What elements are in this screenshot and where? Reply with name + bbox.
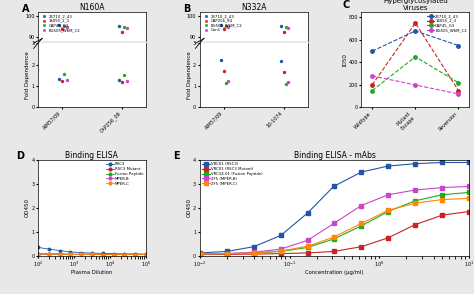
- Y-axis label: OD450: OD450: [187, 198, 191, 218]
- Point: [116, 78, 123, 82]
- Title: N160A: N160A: [79, 3, 105, 12]
- Point: [222, 24, 230, 29]
- Point: [222, 81, 230, 85]
- Legend: RSC3, RSC3 Mutant, Fusion Peptide, MPER-B, MPER-C: RSC3, RSC3 Mutant, Fusion Peptide, MPER-…: [106, 162, 144, 186]
- Point: [61, 72, 68, 77]
- Point: [56, 76, 64, 81]
- Text: D: D: [16, 151, 24, 161]
- Point: [277, 59, 285, 64]
- Point: [284, 79, 292, 84]
- Legend: VRC01 (RSC3), VRC01 (RSC3 Mutant), VRC34.01 (Fusion Peptide), 2F5 (MPER-B), 2F5 : VRC01 (RSC3), VRC01 (RSC3 Mutant), VRC34…: [201, 162, 263, 186]
- Text: B: B: [183, 4, 191, 14]
- Point: [56, 23, 64, 28]
- Point: [58, 27, 66, 32]
- Y-axis label: Fold Dependence: Fold Dependence: [187, 51, 191, 99]
- Title: N332A: N332A: [241, 3, 266, 12]
- Y-axis label: Fold Dependence: Fold Dependence: [25, 51, 30, 99]
- Point: [123, 78, 130, 83]
- Point: [282, 25, 290, 30]
- Point: [63, 25, 71, 30]
- Point: [277, 24, 285, 29]
- Y-axis label: ID50: ID50: [342, 53, 347, 66]
- Point: [280, 70, 287, 74]
- X-axis label: Plasma Dilution: Plasma Dilution: [71, 270, 112, 275]
- Legend: 25710_2_43, 16055_2_3, CAP45_G3, BG505_W6M_C2: 25710_2_43, 16055_2_3, CAP45_G3, BG505_W…: [40, 14, 81, 33]
- Text: A: A: [22, 4, 29, 14]
- Point: [282, 81, 290, 86]
- Title: Hyperglycosylated
Viruses: Hyperglycosylated Viruses: [383, 0, 448, 11]
- Point: [218, 23, 225, 28]
- Point: [63, 77, 71, 82]
- Y-axis label: OD450: OD450: [25, 198, 30, 218]
- Point: [123, 26, 130, 31]
- Point: [118, 79, 126, 84]
- Legend: 25710_2_43, CAP256_SU, BG505_W6M_C2, ConC: 25710_2_43, CAP256_SU, BG505_W6M_C2, Con…: [201, 14, 243, 33]
- Point: [118, 29, 126, 34]
- Title: Binding ELISA - mAbs: Binding ELISA - mAbs: [293, 151, 375, 160]
- Point: [284, 26, 292, 31]
- Point: [120, 73, 128, 78]
- Legend: 25710_2_43, 16055_2_3, CAP45_G3, BG505_W6M_C2: 25710_2_43, 16055_2_3, CAP45_G3, BG505_W…: [426, 14, 467, 33]
- Point: [120, 25, 128, 30]
- Text: C: C: [342, 0, 349, 10]
- Point: [58, 78, 66, 83]
- Title: Binding ELISA: Binding ELISA: [65, 151, 118, 160]
- Text: E: E: [173, 151, 179, 161]
- Point: [61, 24, 68, 29]
- X-axis label: Concentration (μg/ml): Concentration (μg/ml): [305, 270, 364, 275]
- Point: [218, 58, 225, 63]
- Point: [220, 69, 228, 74]
- Point: [280, 29, 287, 34]
- Point: [225, 78, 232, 83]
- Point: [225, 25, 232, 30]
- Point: [116, 24, 123, 29]
- Point: [220, 27, 228, 32]
